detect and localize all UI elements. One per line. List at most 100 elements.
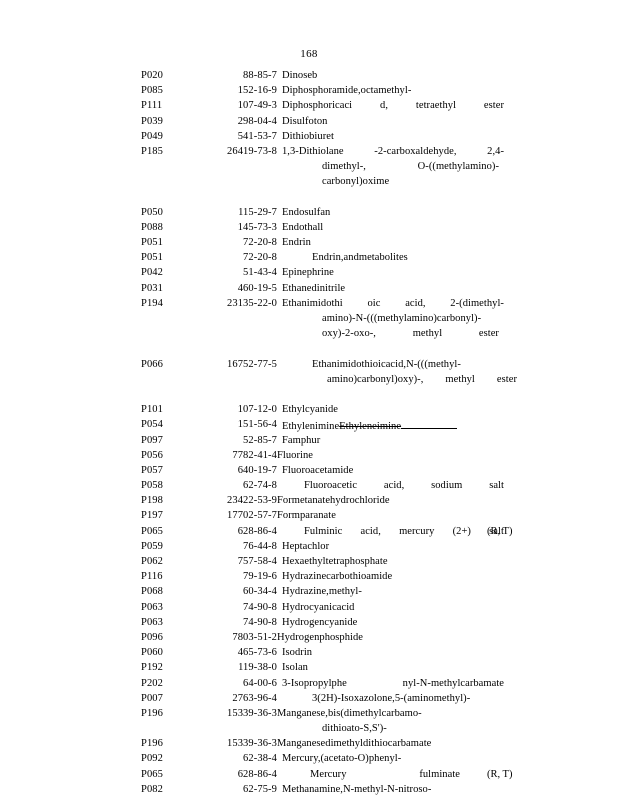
cas-number: 460-19-5 bbox=[237, 282, 277, 294]
cas-number: 15339-36-3 bbox=[227, 738, 277, 750]
chemical-name-struck: Ethyleneimine bbox=[339, 421, 402, 433]
cas-number: 52-85-7 bbox=[243, 434, 277, 446]
chemical-entry-row: P194 23135-22-0 Ethanimidothi oic acid, 2-(di… bbox=[141, 296, 504, 311]
chemical-entry-row: P007 2763-96-4 3(2H)-Isoxazolone,5-(aminom… bbox=[141, 691, 501, 706]
cas-number: 23135-22-0 bbox=[227, 297, 277, 309]
cas-number: 152-16-9 bbox=[237, 85, 277, 97]
name-fragment: acid, bbox=[405, 297, 426, 309]
chemical-name: 3(2H)-Isoxazolone,5-(aminomethyl)- bbox=[312, 692, 471, 704]
waste-code: P088 bbox=[141, 221, 163, 233]
chemical-entry-row: P059 76-44-8 Heptachlor bbox=[141, 539, 501, 554]
waste-code: P065 bbox=[141, 768, 163, 780]
chemical-name-current: Ethylenimine bbox=[282, 421, 340, 433]
chemical-entry-row: P097 52-85-7 Famphur bbox=[141, 433, 501, 448]
pcode-spacer bbox=[141, 326, 207, 341]
chemical-name: Endrin,andmetabolites bbox=[312, 252, 408, 264]
chemical-entry-row: P096 7803-51-2Hydrogenphosphide bbox=[141, 630, 501, 645]
chemical-name: Hydrazine,methyl- bbox=[282, 586, 362, 598]
pcode-spacer bbox=[141, 311, 207, 326]
waste-code: P056 bbox=[141, 449, 163, 461]
chemical-name-continuation: amino)-N-(((methylamino)carbonyl)- bbox=[322, 313, 482, 324]
waste-code: P192 bbox=[141, 662, 163, 674]
page-number: 168 bbox=[300, 48, 318, 60]
chemical-name: Fulminic acid, mercury (2+) salt bbox=[282, 524, 504, 539]
chemical-entry-row: P056 7782-41-4Fluorine bbox=[141, 448, 501, 463]
chemical-entry-row: P051 72-20-8 Endrin,andmetabolites bbox=[141, 250, 501, 265]
name-fragment: fulminate bbox=[419, 768, 460, 780]
chemical-entry-row: P020 88-85-7 Dinoseb bbox=[141, 68, 501, 83]
pcode-spacer bbox=[141, 721, 207, 736]
chemical-name: Fluoroacetic acid, sodium salt bbox=[282, 478, 504, 493]
chemical-entry-row: P085 152-16-9 Diphosphoramide,octamethyl- bbox=[141, 83, 501, 98]
chemical-entry-row: P196 15339-36-3Manganese,bis(dimethylcarb… bbox=[141, 706, 501, 721]
chemical-entry-row: P031 460-19-5 Ethanedinitrile bbox=[141, 281, 501, 296]
chemical-name: 1,3-Dithiolane -2-carboxaldehyde, 2,4- bbox=[282, 144, 504, 159]
cas-spacer bbox=[207, 326, 277, 341]
chemical-name: Ethanedinitrile bbox=[282, 282, 346, 294]
chemical-entry-row: P082 62-75-9 Methanamine,N-methyl-N-nitros… bbox=[141, 782, 501, 797]
waste-code: P197 bbox=[141, 510, 163, 522]
name-fragment: ester bbox=[483, 100, 504, 112]
chemical-name: Ethanimidothi oic acid, 2-(dimethyl- bbox=[282, 296, 504, 311]
cas-number: 115-29-7 bbox=[238, 206, 277, 218]
cas-spacer bbox=[207, 721, 277, 736]
chemical-name: Manganesedimethyldithiocarbamate bbox=[277, 738, 432, 750]
waste-code: P062 bbox=[141, 556, 163, 567]
name-fragment: 1,3-Dithiolane bbox=[282, 145, 344, 157]
waste-code: P196 bbox=[141, 707, 163, 719]
waste-code: P068 bbox=[141, 586, 163, 598]
waste-code: P007 bbox=[141, 692, 163, 704]
name-fragment: salt bbox=[489, 480, 504, 492]
chemical-name: Manganese,bis(dimethylcarbamo- bbox=[277, 707, 422, 719]
cas-number: 107-12-0 bbox=[237, 404, 277, 416]
name-fragment: mercury bbox=[399, 525, 435, 537]
chemical-name: Epinephrine bbox=[282, 267, 334, 279]
waste-code: P020 bbox=[141, 70, 163, 81]
blank-line bbox=[141, 190, 501, 205]
waste-code: P060 bbox=[141, 647, 163, 659]
chemical-name: Heptachlor bbox=[282, 540, 330, 552]
chemical-name: Dithiobiuret bbox=[282, 130, 334, 142]
revision-underline bbox=[401, 417, 458, 430]
cas-number: 7803-51-2 bbox=[232, 631, 277, 643]
waste-code: P198 bbox=[141, 495, 163, 507]
chemical-entry-row: P042 51-43-4 Epinephrine bbox=[141, 265, 501, 280]
pcode-spacer bbox=[141, 159, 207, 174]
cas-number: 62-74-8 bbox=[243, 480, 277, 492]
cas-number: 107-49-3 bbox=[237, 100, 277, 112]
chemical-entry-row: P116 79-19-6 Hydrazinecarbothioamide bbox=[141, 569, 501, 584]
chemical-entry-row: P065 628-86-4 Fulminic acid, mercury (2+) salt… bbox=[141, 524, 512, 539]
cas-number: 72-20-8 bbox=[243, 237, 277, 249]
chemical-entry-row: P088 145-73-3 Endothall bbox=[141, 220, 501, 235]
chemical-entry-row: P192 119-38-0 Isolan bbox=[141, 660, 501, 675]
cas-number: 16752-77-5 bbox=[227, 358, 277, 370]
waste-code: P101 bbox=[141, 404, 163, 416]
name-fragment: 2-(dimethyl- bbox=[450, 297, 504, 309]
waste-code: P096 bbox=[141, 631, 163, 643]
chemical-name: Isodrin bbox=[282, 647, 313, 659]
chemical-entry-row: P039 298-04-4 Disulfoton bbox=[141, 114, 501, 129]
name-fragment: Fulminic bbox=[304, 525, 343, 537]
chemical-entry-row: P058 62-74-8 Fluoroacetic acid, sodium salt bbox=[141, 478, 504, 493]
chemical-name-continuation-row: carbonyl)oxime bbox=[141, 174, 501, 189]
waste-code: P057 bbox=[141, 464, 163, 476]
name-fragment: 3-Isopropylphe bbox=[282, 677, 347, 689]
chemical-entry-row: P051 72-20-8 Endrin bbox=[141, 235, 501, 250]
cas-number: 7782-41-4 bbox=[232, 449, 277, 461]
chemical-entry-row: P063 74-90-8 Hydrogencyanide bbox=[141, 615, 501, 630]
chemical-name: Formparanate bbox=[277, 510, 336, 522]
chemical-name: Diphosphoricaci d, tetraethyl ester bbox=[282, 98, 504, 113]
waste-code: P051 bbox=[141, 252, 163, 264]
name-fragment: sodium bbox=[431, 480, 463, 492]
cas-spacer bbox=[207, 159, 277, 174]
name-fragment: ester bbox=[478, 328, 499, 340]
chemical-entry-row: P196 15339-36-3Manganesedimethyldithiocar… bbox=[141, 736, 501, 751]
chemical-name: Methanamine,N-methyl-N-nitroso- bbox=[282, 783, 432, 795]
cas-spacer bbox=[207, 372, 277, 387]
cas-number: 465-73-6 bbox=[237, 647, 277, 659]
cas-number: 74-90-8 bbox=[243, 616, 277, 628]
chemical-name: Ethylcyanide bbox=[282, 404, 338, 416]
cas-number: 145-73-3 bbox=[237, 221, 277, 233]
waste-code: P092 bbox=[141, 753, 163, 765]
